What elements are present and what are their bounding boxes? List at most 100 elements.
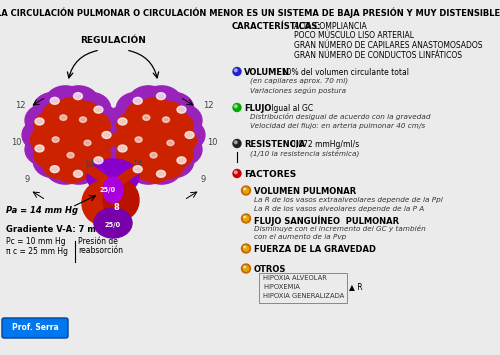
Circle shape xyxy=(242,214,250,223)
Ellipse shape xyxy=(60,115,67,120)
Ellipse shape xyxy=(150,101,184,129)
Text: Variaciones según postura: Variaciones según postura xyxy=(250,87,346,93)
Ellipse shape xyxy=(126,152,160,179)
Text: Pc = 10 mm Hg: Pc = 10 mm Hg xyxy=(6,237,66,246)
Circle shape xyxy=(233,104,241,111)
Text: Presión de: Presión de xyxy=(78,237,118,246)
Ellipse shape xyxy=(84,140,91,146)
Text: 25/0: 25/0 xyxy=(105,222,121,228)
Circle shape xyxy=(244,188,248,193)
Ellipse shape xyxy=(150,153,157,158)
Ellipse shape xyxy=(34,92,74,125)
Ellipse shape xyxy=(156,170,166,178)
Text: GRAN NÚMERO DE CONDUCTOS LINFÁTICOS: GRAN NÚMERO DE CONDUCTOS LINFÁTICOS xyxy=(294,50,462,60)
Ellipse shape xyxy=(116,141,150,168)
Circle shape xyxy=(244,266,248,271)
Ellipse shape xyxy=(34,141,68,168)
Ellipse shape xyxy=(82,119,122,151)
Ellipse shape xyxy=(162,133,202,166)
Ellipse shape xyxy=(43,101,76,129)
Ellipse shape xyxy=(133,166,142,173)
Ellipse shape xyxy=(30,126,64,154)
Ellipse shape xyxy=(118,145,127,152)
Circle shape xyxy=(233,169,241,178)
Text: Gradiente V-A: 7 mm Hg: Gradiente V-A: 7 mm Hg xyxy=(6,225,120,234)
Ellipse shape xyxy=(87,159,139,195)
Ellipse shape xyxy=(138,155,172,182)
Circle shape xyxy=(233,140,241,147)
Text: POCO MÚSCULO LISO ARTERIAL: POCO MÚSCULO LISO ARTERIAL xyxy=(294,32,414,40)
Circle shape xyxy=(242,186,250,195)
Text: CARACTERÍSTICAS:: CARACTERÍSTICAS: xyxy=(232,22,322,31)
Text: Distribución desigual de acuerdo con la gravedad: Distribución desigual de acuerdo con la … xyxy=(250,114,430,120)
Ellipse shape xyxy=(55,97,89,125)
Text: Prof. Serra: Prof. Serra xyxy=(12,323,58,333)
Ellipse shape xyxy=(128,152,168,184)
Ellipse shape xyxy=(103,180,139,220)
Ellipse shape xyxy=(150,152,184,179)
Text: FUERZA DE LA GRAVEDAD: FUERZA DE LA GRAVEDAD xyxy=(254,245,376,254)
Text: : 0,072 mmHg/ml/s: : 0,072 mmHg/ml/s xyxy=(286,140,359,149)
Text: VOLUMEN PULMONAR: VOLUMEN PULMONAR xyxy=(254,187,356,196)
Text: 10: 10 xyxy=(11,138,21,147)
Ellipse shape xyxy=(142,86,182,119)
Ellipse shape xyxy=(22,119,62,151)
Text: La R de los vasos extraalveolares depende de la Ppl: La R de los vasos extraalveolares depend… xyxy=(254,197,443,203)
Ellipse shape xyxy=(133,97,142,104)
Text: La R de los vasos alveolares depende de la P A: La R de los vasos alveolares depende de … xyxy=(254,206,424,212)
Circle shape xyxy=(244,216,246,218)
Text: LA CIRCULACIÓN PULMONAR O CIRCULACIÓN MENOR ES UN SISTEMA DE BAJA PRESIÓN Y MUY : LA CIRCULACIÓN PULMONAR O CIRCULACIÓN ME… xyxy=(0,8,500,18)
Ellipse shape xyxy=(143,115,150,120)
Ellipse shape xyxy=(126,101,160,129)
Text: 12: 12 xyxy=(15,101,25,110)
Ellipse shape xyxy=(68,101,101,129)
Circle shape xyxy=(234,171,237,174)
Ellipse shape xyxy=(177,106,186,113)
Ellipse shape xyxy=(177,157,186,164)
Text: VOLUMEN: VOLUMEN xyxy=(244,68,290,77)
Text: Pa = 14 mm Hg: Pa = 14 mm Hg xyxy=(6,206,78,215)
Ellipse shape xyxy=(154,145,194,178)
Ellipse shape xyxy=(70,92,110,125)
Circle shape xyxy=(244,188,246,190)
Ellipse shape xyxy=(108,104,148,137)
Ellipse shape xyxy=(167,140,174,146)
Ellipse shape xyxy=(50,166,59,173)
Text: REGULACIÓN: REGULACIÓN xyxy=(80,36,146,45)
Circle shape xyxy=(234,105,237,108)
Ellipse shape xyxy=(45,152,86,184)
Ellipse shape xyxy=(70,145,110,178)
Text: ALTA COMPLIANCIA: ALTA COMPLIANCIA xyxy=(294,22,367,31)
Text: 14: 14 xyxy=(132,160,142,169)
Ellipse shape xyxy=(138,97,172,125)
Ellipse shape xyxy=(103,177,123,203)
Ellipse shape xyxy=(160,141,194,168)
Ellipse shape xyxy=(34,112,68,139)
Text: (en capilares aprox. 70 ml): (en capilares aprox. 70 ml) xyxy=(250,77,348,84)
Ellipse shape xyxy=(76,112,110,139)
Text: (1/10 la resistencia sistémica): (1/10 la resistencia sistémica) xyxy=(250,149,360,157)
Circle shape xyxy=(244,246,246,248)
Ellipse shape xyxy=(108,133,148,166)
Ellipse shape xyxy=(68,152,101,179)
Circle shape xyxy=(242,264,250,273)
Text: HIPOXIA ALVEOLAR: HIPOXIA ALVEOLAR xyxy=(263,274,327,280)
Text: Disminuye con el incremento del GC y también: Disminuye con el incremento del GC y tam… xyxy=(254,224,426,231)
Ellipse shape xyxy=(34,145,74,178)
Ellipse shape xyxy=(50,97,59,104)
Text: GRAN NÚMERO DE CAPILARES ANASTOMOSADOS: GRAN NÚMERO DE CAPILARES ANASTOMOSADOS xyxy=(294,41,482,50)
Circle shape xyxy=(234,69,237,72)
Ellipse shape xyxy=(154,92,194,125)
Ellipse shape xyxy=(45,86,86,119)
Text: HIPOXIA GENERALIZADA: HIPOXIA GENERALIZADA xyxy=(263,294,344,300)
Ellipse shape xyxy=(162,117,170,122)
Circle shape xyxy=(234,141,237,144)
Ellipse shape xyxy=(76,141,110,168)
Ellipse shape xyxy=(135,137,142,142)
Ellipse shape xyxy=(35,118,44,125)
Ellipse shape xyxy=(128,86,168,119)
Ellipse shape xyxy=(134,116,176,164)
Ellipse shape xyxy=(94,106,103,113)
Ellipse shape xyxy=(164,119,205,151)
Text: 14: 14 xyxy=(84,160,94,169)
